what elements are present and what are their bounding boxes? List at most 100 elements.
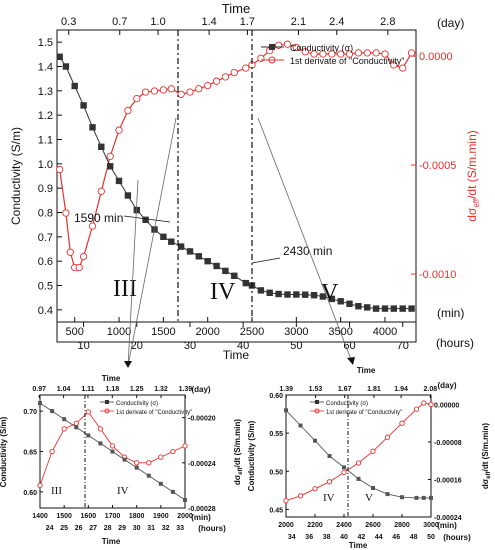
main-y-tick-label: 1.1 [38, 135, 53, 147]
inset-right-series-conductivity-point [421, 495, 426, 500]
main-y-tick-label: 0.4 [38, 305, 53, 317]
inset-left-region-IV: IV [117, 485, 129, 497]
main-series-conductivity-point [133, 206, 140, 214]
main-series-derivative-point [407, 49, 416, 57]
main-series-conductivity-point [177, 243, 185, 250]
inset-left-x-tick-label: 1800 [129, 513, 145, 520]
main-series-conductivity-point [213, 262, 220, 270]
main-y-tick-label: 0.5 [38, 281, 53, 293]
main-series-conductivity-point [89, 124, 96, 131]
inset-left-series-derivative-point [49, 448, 55, 455]
inset-left-y2-tick-label: -0.00024 [188, 461, 216, 468]
annotation-arrow-2430 [251, 257, 281, 264]
main-series-derivative-point [186, 88, 194, 96]
inset-right-x-tick-label: 2600 [365, 522, 381, 529]
inset-left-series-conductivity-point [74, 425, 79, 430]
inset-right-legend-conductivity: Conductivity (σ) [326, 401, 368, 407]
inset-left-series-derivative-point [158, 454, 164, 460]
annotation-2430: 2430 min [283, 244, 332, 258]
inset-right-legend-marker-derivative [314, 408, 320, 414]
inset-right-top-tick-label: 1.67 [338, 386, 352, 393]
inset-left-top-tick-label: 1.04 [57, 386, 71, 393]
main-y-tick-label: 1.4 [38, 62, 53, 74]
annotation-1590: 1590 min [74, 211, 123, 225]
inset-left-hours-tick-label: 29 [118, 525, 126, 532]
inset-left-series-group [37, 401, 188, 502]
inset-left-series-derivative-point [73, 420, 79, 426]
inset-right-x-tick-label: 2000 [278, 522, 294, 529]
inset-left-x-tick-label: 1900 [153, 513, 169, 520]
inset-left-top-tick-label: 1.39 [179, 386, 193, 393]
main-series-derivative-point [79, 252, 88, 261]
inset-left-hours-tick-label: 31 [147, 525, 155, 532]
main-series-conductivity-point [310, 292, 318, 299]
main-series-conductivity-point [56, 53, 63, 60]
main-y2-tick-label: 0.0000 [419, 51, 453, 63]
main-y-tick-label: 1.5 [38, 37, 53, 49]
main-series-derivative-point [337, 50, 345, 58]
main-y-tick-label: 1.0 [38, 159, 53, 171]
main-series-derivative-point [66, 248, 74, 256]
inset-right-series-group [283, 400, 434, 504]
main-series-derivative-point [230, 68, 238, 77]
main-series-conductivity-point [275, 290, 282, 298]
main-series-derivative-point [212, 77, 221, 85]
connector-left-arrowhead [124, 361, 132, 368]
annotation-arrow-1590 [123, 215, 171, 223]
main-chart: Time (day) Conductivity (S/m) dσeff/dt (… [9, 1, 481, 362]
inset-left-series-conductivity-point [146, 473, 151, 478]
main-series-conductivity-point [408, 305, 415, 312]
inset-left-hours-tick-label: 30 [133, 525, 141, 532]
main-y2-tick-label: -0.0010 [419, 269, 456, 281]
connector-left-b [127, 179, 139, 367]
main-series-derivative-point [274, 41, 283, 49]
inset-left-legend: Conductivity (σ) 1st derivate of "Conduc… [100, 400, 192, 416]
inset-left-hours-tick-label: 28 [104, 525, 112, 532]
inset-right-series-conductivity-point [385, 492, 390, 497]
main-series-conductivity-point [231, 272, 238, 279]
inset-right-top-tick-label: 1.53 [309, 386, 323, 393]
main-series-derivative-point [106, 152, 114, 161]
main-series-conductivity-point [355, 303, 362, 310]
main-series-conductivity-point [98, 143, 105, 150]
main-hours-frame [56, 321, 417, 343]
main-series-conductivity-point [293, 291, 300, 298]
inset-right-hours-tick-label: 50 [427, 534, 435, 541]
inset-left-series-derivative-point [37, 482, 43, 489]
inset-right-series-derivative-point [428, 401, 434, 408]
inset-right-plot-frame [285, 394, 432, 518]
inset-right-x-tick-label: 2200 [307, 522, 323, 529]
main-series-conductivity-point [346, 300, 353, 307]
inset-left-top-title: Time [102, 374, 121, 383]
main-hours-tick-label: 60 [343, 340, 355, 352]
inset-right-top-tick-label: 1.81 [367, 386, 381, 393]
main-series-group [56, 40, 416, 312]
inset-left-x-tick-label: 1600 [81, 513, 97, 520]
main-legend: Conductivity (σ) 1st derivate of "Conduc… [261, 43, 404, 66]
main-series-derivative-point [354, 49, 363, 57]
main-series-derivative-point [310, 50, 318, 58]
inset-left-hours-unit: (hours) [198, 524, 226, 533]
inset-left-series-conductivity-point [62, 417, 67, 422]
main-series-derivative-point [62, 209, 70, 217]
main-series-conductivity-point [142, 216, 149, 223]
inset-left-chart: Time (day) Conductivity (S/m) dσeff/dt (… [0, 374, 244, 546]
inset-left-series-derivative-point [134, 460, 140, 466]
inset-left-hours-tick-label: 25 [60, 525, 68, 532]
main-y-tick-label: 0.6 [38, 256, 53, 268]
main-series-conductivity-point [399, 305, 406, 312]
inset-left-series-conductivity-point [134, 465, 139, 470]
inset-right-series-derivative-point [413, 406, 420, 412]
main-series-conductivity-point [222, 267, 229, 275]
legend-conductivity: Conductivity (σ) [290, 43, 353, 53]
inset-right-top-title: Time [357, 366, 376, 375]
inset-right-series-conductivity-point [414, 495, 419, 500]
inset-left-series-derivative-line [39, 411, 186, 486]
inset-right-series-derivative-point [283, 497, 289, 504]
main-series-conductivity-point [381, 305, 389, 312]
inset-left-hours-tick-label: 27 [89, 525, 97, 532]
main-top-unit: (day) [437, 16, 464, 30]
inset-right-series-conductivity-point [327, 454, 332, 458]
main-x-unit: (min) [437, 306, 464, 320]
inset-left-bottom-title: Time [102, 537, 121, 546]
